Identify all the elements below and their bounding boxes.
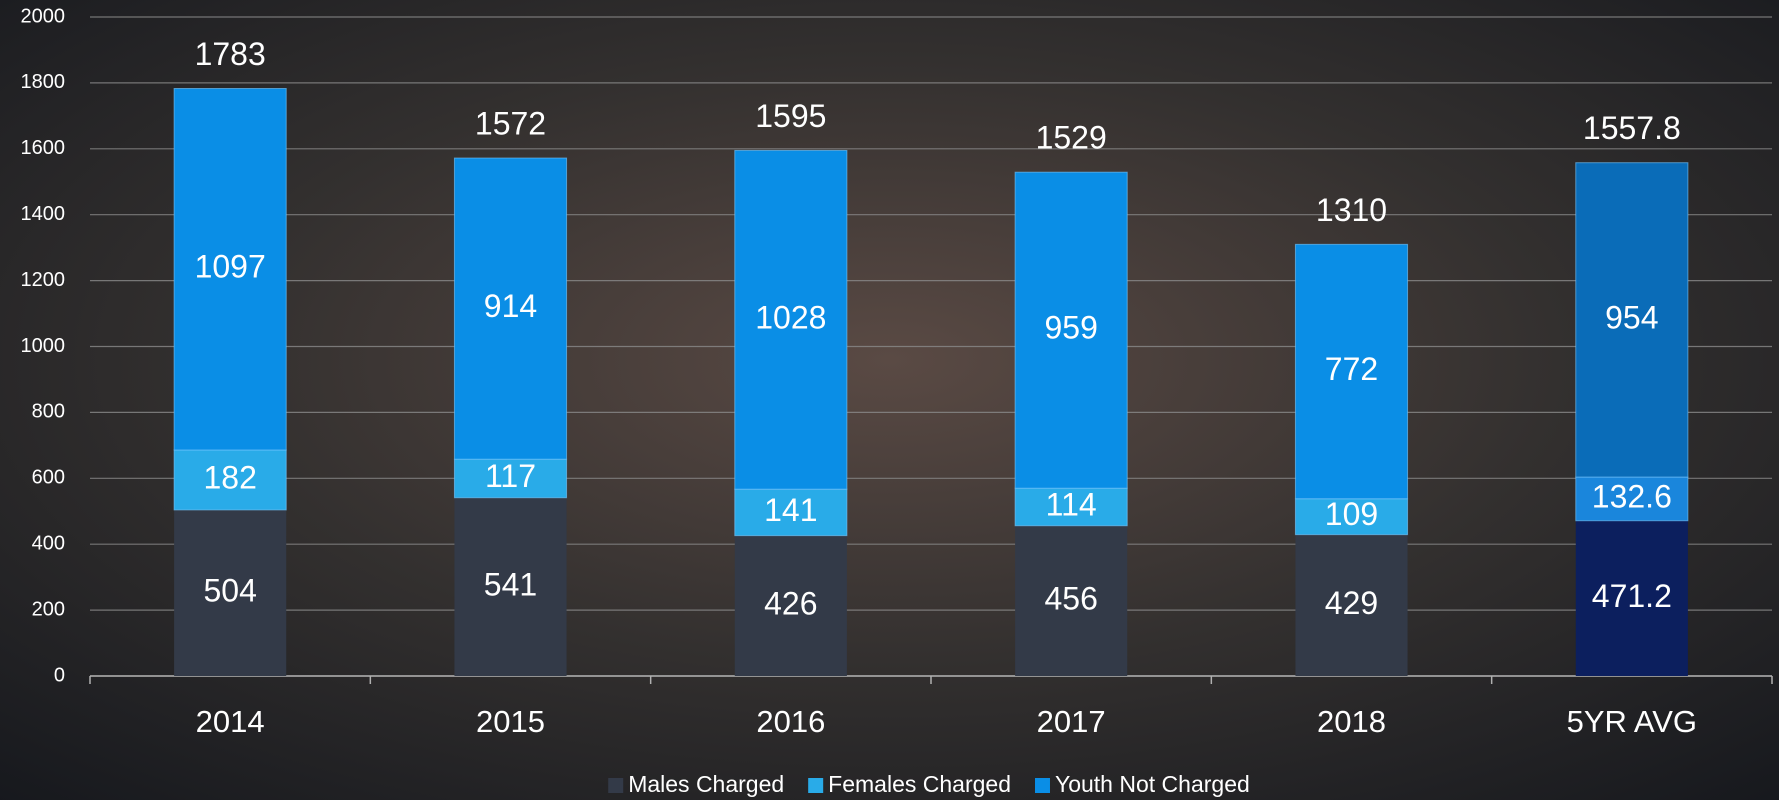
bar-segment <box>734 535 847 676</box>
data-label: 959 <box>1044 310 1097 346</box>
data-label: 1028 <box>755 299 826 335</box>
total-label: 1529 <box>1036 120 1107 156</box>
data-label: 132.6 <box>1592 478 1672 514</box>
data-label: 109 <box>1325 496 1378 532</box>
legend-swatch <box>608 778 624 793</box>
y-tick-label: 800 <box>32 401 65 423</box>
total-label: 1557.8 <box>1583 110 1681 146</box>
data-label: 114 <box>1046 486 1097 522</box>
data-label: 954 <box>1605 299 1658 335</box>
x-tick-label: 2015 <box>476 704 545 739</box>
bar-segment <box>1294 498 1409 536</box>
bar-segment <box>1014 487 1128 527</box>
y-tick-label: 1800 <box>21 71 66 93</box>
bar-segment <box>734 488 848 537</box>
bar-segment <box>1014 171 1128 489</box>
total-label: 1783 <box>195 36 266 72</box>
legend-swatch <box>1034 778 1050 793</box>
data-label: 426 <box>764 585 817 621</box>
bar-segment <box>174 509 287 676</box>
data-label: 772 <box>1325 351 1378 387</box>
x-tick-label: 2017 <box>1037 704 1106 739</box>
data-label: 914 <box>484 288 537 324</box>
data-label: 471.2 <box>1592 578 1672 614</box>
bar-segment <box>1575 162 1689 478</box>
data-label: 456 <box>1044 580 1097 616</box>
data-label: 429 <box>1325 585 1378 621</box>
bar-segment <box>1575 476 1689 522</box>
y-tick-label: 1000 <box>21 335 66 357</box>
bar-segment <box>1294 243 1409 500</box>
data-label: 182 <box>203 459 256 495</box>
y-tick-label: 0 <box>54 664 65 686</box>
bar-segment <box>173 88 287 451</box>
y-tick-label: 600 <box>32 467 65 489</box>
bar-segment <box>1575 520 1688 676</box>
y-tick-label: 400 <box>32 532 65 554</box>
legend-label: Youth Not Charged <box>1055 771 1250 797</box>
data-label: 141 <box>764 492 817 528</box>
total-label: 1595 <box>755 98 826 134</box>
data-label: 541 <box>484 566 537 602</box>
bar-segment <box>734 149 848 490</box>
legend-label: Males Charged <box>628 771 784 797</box>
bar-segment <box>453 157 568 460</box>
total-label: 1572 <box>475 105 546 141</box>
data-label: 1097 <box>195 249 266 285</box>
y-tick-label: 2000 <box>21 5 66 27</box>
total-label: 1310 <box>1316 192 1387 228</box>
bar-segment <box>1015 525 1128 676</box>
x-tick-label: 2014 <box>196 704 265 739</box>
y-tick-label: 1200 <box>21 269 66 291</box>
x-tick-label: 2016 <box>756 704 825 739</box>
x-tick-label: 2018 <box>1317 704 1386 739</box>
y-tick-label: 1400 <box>21 203 66 225</box>
data-label: 117 <box>485 458 536 494</box>
bar-segment <box>454 497 567 676</box>
data-label: 504 <box>203 572 256 608</box>
bar-segment <box>453 458 568 499</box>
legend-label: Females Charged <box>828 771 1011 797</box>
bar-segment <box>1295 534 1408 676</box>
x-tick-label: 5YR AVG <box>1567 704 1697 739</box>
y-tick-label: 200 <box>32 598 65 620</box>
legend-swatch <box>808 778 824 793</box>
y-tick-label: 1600 <box>21 137 66 159</box>
